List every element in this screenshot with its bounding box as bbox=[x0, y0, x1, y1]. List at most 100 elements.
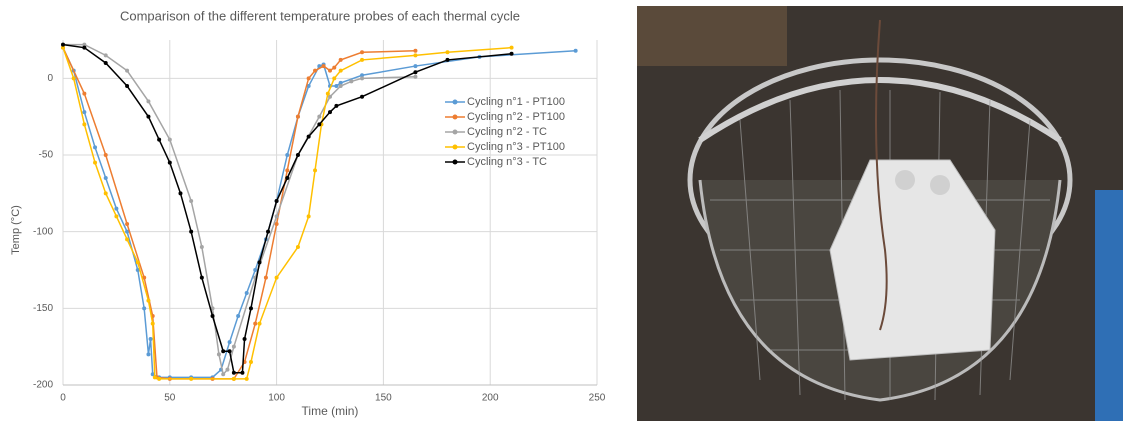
data-point bbox=[61, 43, 65, 47]
data-point bbox=[211, 314, 215, 318]
data-point bbox=[285, 153, 289, 157]
data-point bbox=[313, 69, 317, 73]
data-point bbox=[332, 76, 336, 80]
data-point bbox=[243, 337, 247, 341]
data-point bbox=[189, 199, 193, 203]
blue-crate bbox=[1095, 190, 1123, 421]
legend-label: Cycling n°3 - TC bbox=[467, 156, 547, 168]
probe-port bbox=[930, 175, 950, 195]
data-point bbox=[146, 352, 150, 356]
data-point bbox=[93, 161, 97, 165]
data-point bbox=[232, 345, 236, 349]
data-point bbox=[445, 58, 449, 62]
data-point bbox=[157, 377, 161, 381]
data-point bbox=[221, 349, 225, 353]
legend-marker bbox=[453, 100, 458, 105]
data-point bbox=[322, 64, 326, 68]
data-point bbox=[258, 322, 262, 326]
data-point bbox=[240, 371, 244, 375]
data-point bbox=[307, 135, 311, 139]
wood-shelf bbox=[637, 6, 787, 66]
data-point bbox=[125, 69, 129, 73]
data-point bbox=[146, 115, 150, 119]
data-point bbox=[360, 95, 364, 99]
legend-label: Cycling n°3 - PT100 bbox=[467, 141, 565, 153]
data-point bbox=[168, 138, 172, 142]
data-point bbox=[510, 46, 514, 50]
data-point bbox=[149, 337, 153, 341]
data-point bbox=[82, 122, 86, 126]
data-point bbox=[258, 260, 262, 264]
data-point bbox=[326, 92, 330, 96]
data-point bbox=[104, 61, 108, 65]
x-tick-label: 50 bbox=[164, 393, 176, 404]
data-point bbox=[317, 115, 321, 119]
x-tick-label: 250 bbox=[589, 393, 606, 404]
data-point bbox=[413, 53, 417, 57]
data-point bbox=[225, 368, 229, 372]
data-point bbox=[82, 92, 86, 96]
x-tick-label: 100 bbox=[268, 393, 285, 404]
data-point bbox=[104, 176, 108, 180]
data-point bbox=[360, 58, 364, 62]
data-point bbox=[125, 222, 129, 226]
x-axis-label: Time (min) bbox=[302, 404, 359, 418]
data-point bbox=[232, 371, 236, 375]
data-point bbox=[189, 230, 193, 234]
data-point bbox=[264, 276, 268, 280]
data-point bbox=[313, 168, 317, 172]
data-point bbox=[104, 153, 108, 157]
data-point bbox=[125, 237, 129, 241]
x-tick-label: 0 bbox=[60, 393, 66, 404]
data-point bbox=[413, 49, 417, 53]
data-point bbox=[328, 110, 332, 114]
legend-label: Cycling n°2 - PT100 bbox=[467, 111, 565, 123]
data-point bbox=[307, 214, 311, 218]
data-point bbox=[104, 191, 108, 195]
probe-port bbox=[895, 170, 915, 190]
legend-label: Cycling n°1 - PT100 bbox=[467, 96, 565, 108]
data-point bbox=[445, 50, 449, 54]
data-point bbox=[245, 377, 249, 381]
y-tick-label: 0 bbox=[47, 73, 53, 84]
y-axis-label: Temp (°C) bbox=[10, 205, 22, 255]
data-point bbox=[72, 76, 76, 80]
data-point bbox=[253, 322, 257, 326]
photo bbox=[637, 6, 1123, 421]
data-point bbox=[360, 76, 364, 80]
data-point bbox=[328, 69, 332, 73]
data-point bbox=[510, 52, 514, 56]
data-point bbox=[153, 375, 157, 379]
data-point bbox=[236, 314, 240, 318]
data-point bbox=[285, 168, 289, 172]
data-point bbox=[114, 214, 118, 218]
x-tick-label: 150 bbox=[375, 393, 392, 404]
data-point bbox=[249, 360, 253, 364]
y-tick-label: -200 bbox=[33, 380, 53, 391]
legend-marker bbox=[453, 115, 458, 120]
x-tick-label: 200 bbox=[482, 393, 499, 404]
data-point bbox=[142, 306, 146, 310]
data-point bbox=[339, 69, 343, 73]
data-point bbox=[82, 110, 86, 114]
data-point bbox=[307, 76, 311, 80]
data-point bbox=[125, 84, 129, 88]
data-point bbox=[275, 214, 279, 218]
data-point bbox=[334, 84, 338, 88]
data-point bbox=[151, 322, 155, 326]
data-point bbox=[157, 138, 161, 142]
legend-marker bbox=[453, 130, 458, 135]
data-point bbox=[232, 377, 236, 381]
data-point bbox=[200, 276, 204, 280]
data-point bbox=[296, 153, 300, 157]
y-tick-label: -150 bbox=[33, 303, 53, 314]
data-point bbox=[360, 50, 364, 54]
data-point bbox=[413, 64, 417, 68]
data-point bbox=[266, 230, 270, 234]
data-point bbox=[275, 276, 279, 280]
y-tick-label: -50 bbox=[39, 150, 54, 161]
legend-label: Cycling n°2 - TC bbox=[467, 126, 547, 138]
legend-marker bbox=[453, 160, 458, 165]
data-point bbox=[217, 352, 221, 356]
data-point bbox=[332, 66, 336, 70]
